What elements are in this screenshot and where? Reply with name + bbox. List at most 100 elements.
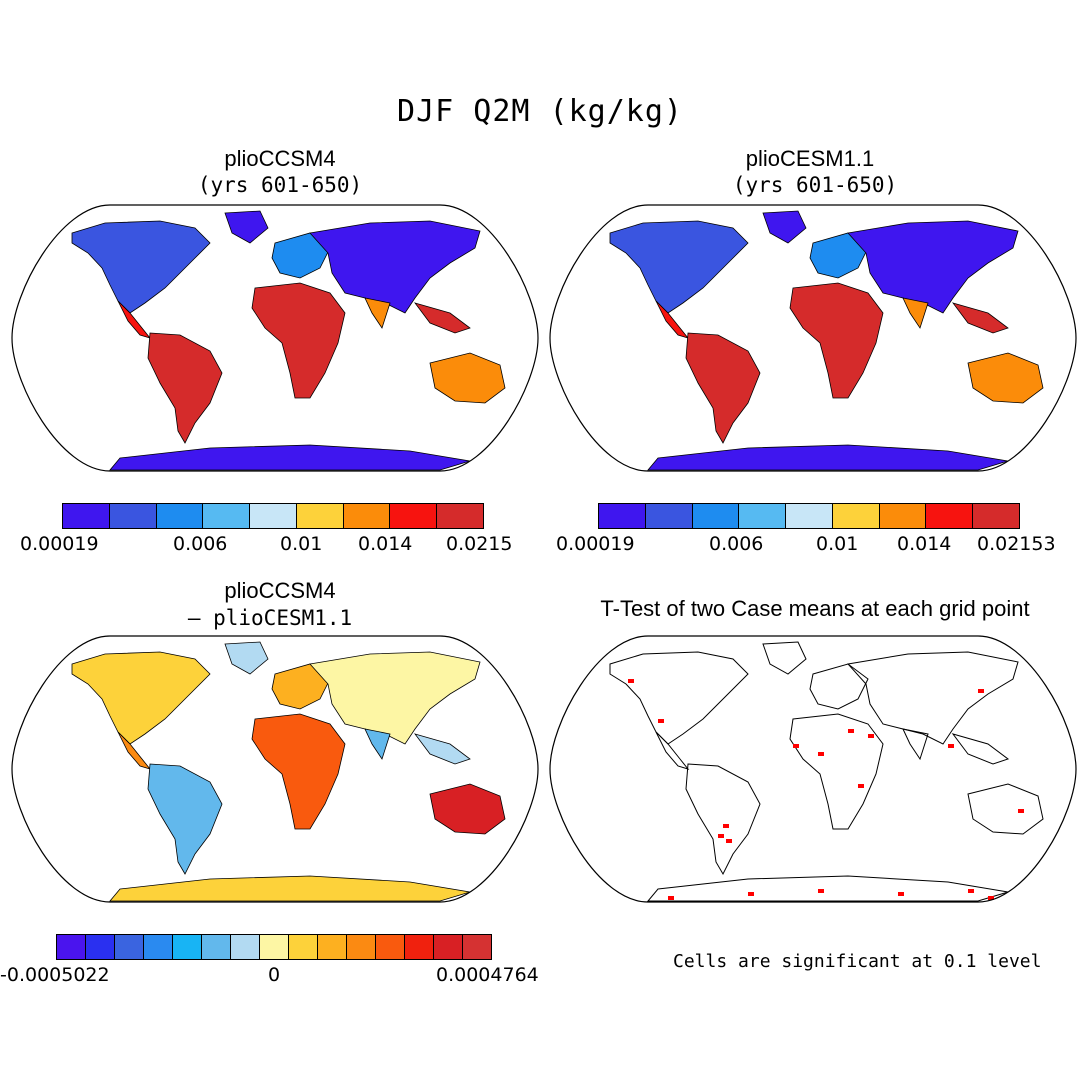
significant-cell (1018, 809, 1024, 813)
significant-cell (748, 892, 754, 896)
colorbar-cell (786, 504, 833, 528)
panel-3-tick-2: 0.0004764 (436, 964, 539, 986)
continent-africa (789, 282, 884, 399)
colorbar-cell (173, 935, 202, 959)
panel-3-tick-0: -0.0005022 (0, 964, 110, 986)
panel-1-tick-1: 0.006 (173, 533, 228, 555)
colorbar-cell (832, 504, 880, 528)
panel-2-subtitle: (yrs 601-650) (732, 173, 898, 197)
panel-3-colorbar (56, 934, 492, 960)
continent-australia (967, 352, 1044, 404)
continent-africa (789, 713, 884, 830)
continent-south-america (685, 763, 761, 876)
significant-cell (628, 679, 634, 683)
figure-title: DJF Q2M (kg/kg) (397, 94, 683, 129)
continent-greenland (762, 210, 807, 244)
continent-australia (967, 783, 1044, 835)
continent-south-america (147, 763, 223, 875)
significant-cell (898, 892, 904, 896)
colorbar-cell (115, 935, 144, 959)
colorbar-cell (57, 935, 86, 959)
colorbar-cell (376, 935, 405, 959)
significant-cell (978, 689, 984, 693)
colorbar-cell (156, 504, 204, 528)
panel-3-tick-1: 0 (268, 964, 281, 986)
colorbar-cell (926, 504, 974, 528)
significant-cell (658, 719, 664, 723)
panel-1-map (11, 204, 539, 472)
continent-antarctica (647, 444, 1009, 471)
colorbar-cell (463, 935, 491, 959)
colorbar-cell (347, 935, 376, 959)
significant-cell (726, 839, 732, 843)
continent-south-america (685, 332, 761, 444)
continent-australia (429, 352, 506, 404)
panel-2-tick-0: 0.00019 (556, 533, 635, 555)
continent-africa (251, 713, 346, 830)
significant-cell (818, 889, 824, 893)
panel-2-colorbar (598, 503, 1020, 529)
continent-antarctica (109, 444, 471, 471)
significant-cell (988, 896, 994, 900)
map-outline (11, 635, 539, 903)
continent-south-america (147, 332, 223, 444)
colorbar-cell (86, 935, 115, 959)
continent-india (364, 728, 391, 760)
panel-2-tick-1: 0.006 (709, 533, 764, 555)
continent-se-asia (413, 302, 471, 334)
colorbar-cell (109, 504, 157, 528)
continent-central-america (655, 731, 690, 770)
continent-north-america (609, 220, 749, 314)
significant-cell (848, 729, 854, 733)
significant-cell (723, 824, 729, 828)
panel-1-title: plioCCSM4 (224, 146, 336, 171)
significant-cell (868, 734, 874, 738)
continent-north-america (71, 220, 211, 314)
panel-2-tick-2: 0.01 (816, 533, 859, 555)
colorbar-cell (390, 504, 438, 528)
panel-3-map (11, 635, 539, 903)
continent-se-asia (951, 733, 1010, 765)
significant-cell (668, 896, 674, 900)
continent-asia (847, 651, 1019, 745)
significant-cell (818, 752, 824, 756)
colorbar-cell (318, 935, 347, 959)
panel-4-map (549, 635, 1077, 903)
colorbar-cell (343, 504, 391, 528)
panel-3-subtitle: – plioCESM1.1 (187, 606, 353, 630)
panel-2-title: plioCESM1.1 (745, 146, 875, 171)
land-fill (609, 210, 1044, 471)
map-outline (11, 204, 539, 472)
panel-1-tick-4: 0.0215 (446, 533, 513, 555)
continent-europe (809, 663, 869, 710)
significant-cell (793, 744, 799, 748)
panel-1-subtitle: (yrs 601-650) (197, 173, 363, 197)
continent-antarctica (109, 875, 471, 902)
continent-greenland (224, 210, 269, 244)
significant-cell (948, 744, 954, 748)
panel-2-tick-4: 0.02153 (977, 533, 1056, 555)
map-outline (549, 635, 1077, 903)
colorbar-cell (260, 935, 289, 959)
colorbar-cell (405, 935, 434, 959)
continent-india (902, 728, 929, 761)
colorbar-cell (203, 504, 251, 528)
continent-north-america (609, 651, 749, 745)
continent-north-america (71, 651, 211, 745)
continent-india (364, 297, 391, 329)
continent-se-asia (413, 733, 471, 765)
significant-cell (718, 834, 724, 838)
panel-2-map (549, 204, 1077, 472)
colorbar-cell (645, 504, 693, 528)
colorbar-cell (296, 504, 344, 528)
panel-3-title: plioCCSM4 (224, 578, 336, 603)
colorbar-cell (599, 504, 646, 528)
colorbar-cell (231, 935, 260, 959)
colorbar-cell (437, 504, 484, 528)
land-outline (609, 641, 1044, 902)
continent-africa (251, 282, 346, 399)
colorbar-cell (202, 935, 231, 959)
colorbar-cell (63, 504, 110, 528)
colorbar-cell (144, 935, 173, 959)
significant-cell (858, 784, 864, 788)
